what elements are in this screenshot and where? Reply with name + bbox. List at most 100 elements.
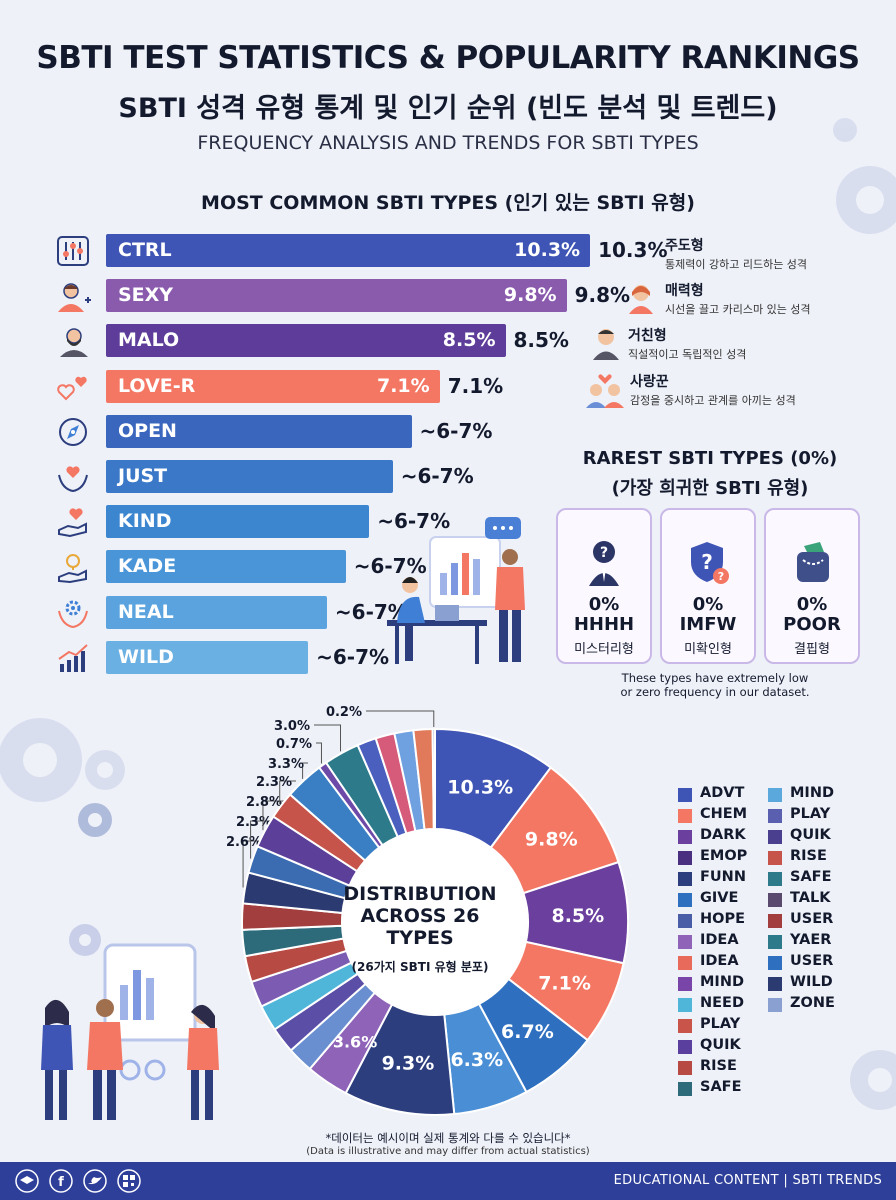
rarest-note-line: or zero frequency in our dataset. [620, 685, 810, 699]
heart-hands-icon [58, 466, 88, 493]
bar-value-outside: ~6-7% [316, 644, 390, 669]
description-name: 매력형 [665, 283, 704, 299]
leader-line [366, 710, 435, 728]
legend-swatch [678, 830, 692, 844]
rarest-title: RAREST SBTI TYPES (0%) [582, 448, 838, 469]
legend-swatch [768, 872, 782, 886]
disclaimer-english: (Data is illustrative and may differ fro… [306, 1146, 590, 1157]
bar-label: LOVE-R [118, 374, 196, 397]
growth-chart-icon [58, 644, 88, 672]
donut-slice-label: 8.5% [551, 905, 604, 927]
donut-slice-label: 3.3% [268, 757, 304, 772]
leader-line [302, 762, 308, 779]
legend-label: ZONE [790, 995, 835, 1011]
donut-slice-label: 2.6% [226, 835, 262, 850]
legend-label: IDEA [700, 953, 739, 969]
donut-title: DISTRIBUTION ACROSS 26 TYPES [343, 883, 497, 949]
legend-swatch [768, 788, 782, 802]
description-text: 감정을 중시하고 관계를 아끼는 성격 [630, 394, 796, 407]
donut-subtitle: (26가지 SBTI 유형 분포) [351, 960, 489, 974]
leader-line [242, 840, 266, 888]
bar-value-inside: 7.1% [376, 374, 430, 397]
bar-kade: KADE ~6-7% [106, 550, 427, 584]
legend-swatch [678, 809, 692, 823]
legend-label: ADVT [700, 785, 745, 801]
donut-slice-label: 7.1% [538, 973, 591, 995]
legend-swatch [768, 851, 782, 865]
svg-text:?: ? [718, 570, 724, 583]
lightbulb-hand-icon [58, 554, 87, 584]
rare-korean-name: 미스터리형 [574, 642, 634, 657]
description-name: 거친형 [628, 328, 667, 344]
disclaimer-korean: *데이터는 예시이며 실제 통계와 다를 수 있습니다* [325, 1131, 571, 1145]
bar-value-outside: ~6-7% [400, 464, 474, 488]
rare-korean-name: 미확인형 [684, 642, 732, 657]
rare-card-imfw: ?? 0% IMFW 미확인형 [660, 508, 756, 664]
bar-value-inside: 9.8% [503, 284, 557, 307]
legend-label: QUIK [700, 1037, 741, 1053]
donut-slice-label: 6.7% [501, 1021, 554, 1043]
legend-swatch [768, 998, 782, 1012]
rare-percent: 0% [796, 594, 828, 615]
description-name: 사랑꾼 [630, 374, 669, 390]
bar-value-outside: ~6-7% [353, 554, 427, 579]
leader-line [279, 780, 296, 805]
description-text: 시선을 끌고 카리스마 있는 성격 [665, 303, 811, 316]
bar-label: WILD [118, 645, 174, 668]
bar-value-outside: 9.8% [574, 283, 631, 308]
donut-slice [431, 727, 436, 831]
rare-percent: 0% [692, 594, 724, 615]
donut-slice-label: 9.3% [382, 1052, 435, 1074]
man-icon [593, 329, 619, 360]
legend-label: WILD [790, 974, 833, 990]
footer-right-text: EDUCATIONAL CONTENT | SBTI TRENDS [613, 1173, 882, 1188]
man-profile-icon [58, 283, 91, 313]
bar-love-r: LOVE-R 7.1% 7.1% [106, 369, 503, 403]
legend-label: PLAY [790, 806, 831, 822]
svg-text:f: f [58, 1175, 64, 1190]
legend-label: DARK [700, 827, 746, 843]
legend-swatch [678, 956, 692, 970]
bar-label: OPEN [118, 419, 177, 442]
description-4: 사랑꾼 감정을 중시하고 관계를 아끼는 성격 [630, 371, 796, 408]
donut-slice-label: 9.8% [525, 829, 578, 851]
rare-korean-name: 결핍형 [794, 642, 830, 657]
bar-label: CTRL [118, 239, 172, 261]
rare-percent: 0% [588, 594, 620, 615]
legend-label: USER [790, 953, 834, 969]
mystery-person-icon: ? [589, 541, 619, 586]
donut-slice-label: 3.6% [333, 1033, 377, 1052]
team-illustration [41, 924, 219, 1120]
office-illustration [387, 517, 525, 664]
page-subtitle: FREQUENCY ANALYSIS AND TRENDS FOR SBTI T… [197, 132, 699, 154]
description-text: 통제력이 강하고 리드하는 성격 [665, 258, 808, 271]
legend-swatch [768, 935, 782, 949]
page-title: SBTI TEST STATISTICS & POPULARITY RANKIN… [36, 40, 860, 76]
bar-value-inside: 8.5% [442, 329, 496, 352]
bar-value-outside: 8.5% [513, 328, 569, 353]
bar-value-outside: 10.3% [598, 238, 668, 262]
legend-swatch [678, 1061, 692, 1075]
legend-label: HOPE [700, 911, 745, 927]
svg-text:?: ? [701, 550, 713, 574]
legend-swatch [768, 914, 782, 928]
donut-center [343, 830, 527, 1014]
donut-slice-label: 0.2% [326, 705, 362, 720]
legend-label: QUIK [790, 827, 831, 843]
legend-swatch [768, 956, 782, 970]
bar-label: MALO [118, 329, 180, 352]
qr-code-icon [117, 1169, 141, 1193]
bar-value-outside: ~6-7% [334, 599, 408, 624]
legend-swatch [768, 977, 782, 991]
legend-label: USER [790, 911, 834, 927]
twitter-icon [83, 1169, 107, 1193]
bar-sexy: SEXY 9.8% 9.8% [106, 279, 630, 313]
rare-code: HHHH [573, 614, 635, 635]
rarest-title-korean: (가장 희귀한 SBTI 유형) [611, 478, 809, 499]
ranking-title: MOST COMMON SBTI TYPES (인기 있는 SBTI 유형) [201, 192, 695, 214]
description-1: 주도형 통제력이 강하고 리드하는 성격 [665, 235, 807, 272]
legend-swatch [678, 1040, 692, 1054]
legend-swatch [768, 893, 782, 907]
rarest-note-line: These types have extremely low [621, 671, 809, 685]
graduation-cap-icon [15, 1169, 39, 1193]
